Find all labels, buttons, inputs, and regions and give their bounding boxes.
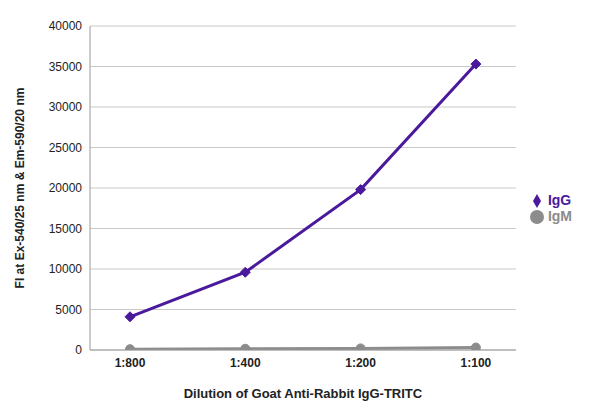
svg-text:0: 0: [75, 343, 82, 357]
svg-text:FI at Ex-540/25 nm & Em-590/20: FI at Ex-540/25 nm & Em-590/20 nm: [13, 88, 27, 289]
svg-text:15000: 15000: [49, 222, 83, 236]
svg-text:1:100: 1:100: [461, 356, 492, 370]
svg-text:25000: 25000: [49, 141, 83, 155]
svg-text:1:200: 1:200: [345, 356, 376, 370]
svg-text:10000: 10000: [49, 262, 83, 276]
svg-text:Dilution of Goat Anti-Rabbit I: Dilution of Goat Anti-Rabbit IgG-TRITC: [184, 386, 423, 401]
svg-text:35000: 35000: [49, 60, 83, 74]
svg-text:1:800: 1:800: [115, 356, 146, 370]
html-text:IgG: IgG: [547, 191, 572, 208]
svg-text:40000: 40000: [49, 19, 83, 33]
svg-text:20000: 20000: [49, 181, 83, 195]
svg-text:5000: 5000: [55, 303, 82, 317]
html-text:IgM: IgM: [547, 208, 572, 224]
svg-text:1:400: 1:400: [230, 356, 261, 370]
svg-text:30000: 30000: [49, 100, 83, 114]
